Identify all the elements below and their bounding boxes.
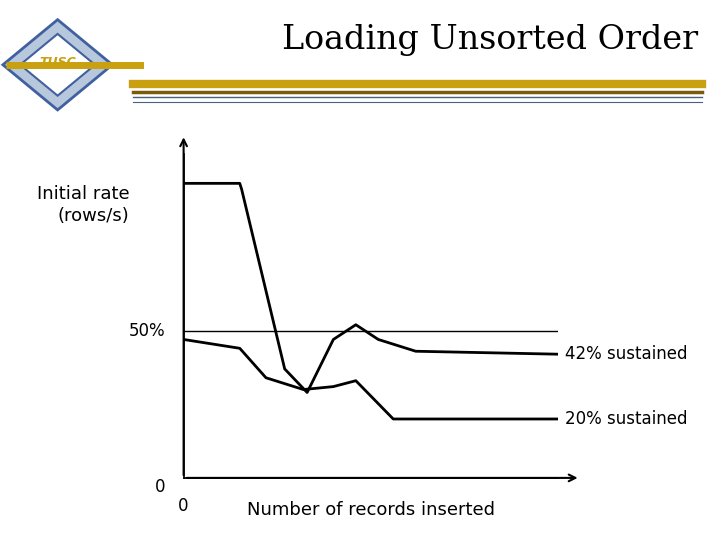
Text: Initial rate: Initial rate (37, 185, 130, 204)
Text: TUSC: TUSC (39, 56, 76, 69)
Text: Number of records inserted: Number of records inserted (247, 501, 495, 519)
Text: 0: 0 (179, 497, 189, 515)
Text: 0: 0 (154, 478, 165, 496)
Text: 50%: 50% (128, 322, 165, 340)
Text: (rows/s): (rows/s) (58, 207, 130, 225)
Polygon shape (3, 19, 112, 110)
Text: 42% sustained: 42% sustained (565, 345, 688, 363)
Text: Loading Unsorted Order: Loading Unsorted Order (282, 24, 698, 56)
Text: 20% sustained: 20% sustained (565, 410, 688, 428)
Polygon shape (20, 34, 95, 96)
